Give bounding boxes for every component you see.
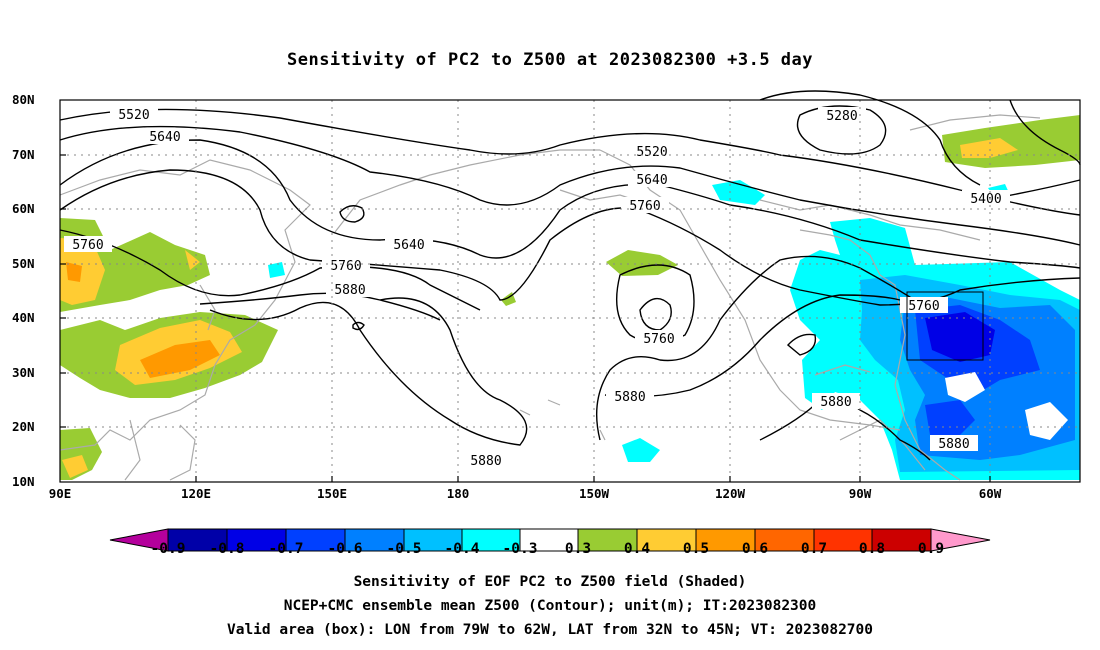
contour-label: 5760 [629, 199, 660, 214]
lon-label: 150E [316, 486, 348, 501]
contour-label: 5760 [643, 332, 674, 347]
caption-line-2: NCEP+CMC ensemble mean Z500 (Contour); u… [283, 598, 817, 614]
contour-label: 5880 [938, 437, 969, 452]
contour-labels: 5520 5640 5520 5640 5760 5640 5760 5880 … [64, 106, 1010, 469]
lat-label: 10N [12, 474, 35, 489]
lat-label: 70N [12, 147, 35, 162]
contour-label: 5400 [970, 192, 1001, 207]
colorbar [109, 528, 991, 552]
colorbar-label: -0.8 [209, 541, 245, 557]
colorbar-label: 0.4 [623, 541, 651, 557]
contour-label: 5760 [72, 238, 103, 253]
contour-label: 5640 [149, 130, 180, 145]
colorbar-label: 0.9 [917, 541, 945, 557]
colorbar-label: 0.7 [800, 541, 828, 557]
lon-label: 120E [180, 486, 212, 501]
colorbar-right-arrow [930, 528, 991, 552]
contour-label: 5880 [614, 390, 645, 405]
colorbar-label: -0.7 [268, 541, 304, 557]
lon-label: 180 [446, 486, 470, 501]
map-frame [59, 99, 1081, 483]
contour-label: 5880 [470, 454, 501, 469]
colorbar-label: -0.6 [327, 541, 363, 557]
lat-label: 40N [12, 310, 35, 325]
contour-label: 5640 [636, 173, 667, 188]
lat-label: 60N [12, 201, 35, 216]
caption-line-1: Sensitivity of EOF PC2 to Z500 field (Sh… [353, 574, 747, 590]
lat-label: 50N [12, 256, 35, 271]
colorbar-label: 0.5 [682, 541, 710, 557]
colorbar-label: -0.3 [502, 541, 538, 557]
caption-line-3: Valid area (box): LON from 79W to 62W, L… [226, 622, 873, 638]
lon-label: 90W [848, 486, 872, 501]
lat-label: 30N [12, 365, 35, 380]
contour-label: 5760 [330, 259, 361, 274]
lon-label: 150W [578, 486, 610, 501]
lon-label: 120W [714, 486, 746, 501]
gridlines [60, 100, 1080, 482]
contour-label: 5520 [636, 145, 667, 160]
colorbar-label: -0.9 [150, 541, 186, 557]
contour-label: 5520 [118, 108, 149, 123]
valid-area-box [906, 291, 984, 361]
contour-label: 5640 [393, 238, 424, 253]
colorbar-label: -0.5 [386, 541, 422, 557]
colorbar-label: 0.6 [741, 541, 769, 557]
z500-contours [59, 90, 1081, 461]
lat-label: 80N [12, 92, 35, 107]
colorbar-label: 0.8 [858, 541, 886, 557]
contour-label: 5760 [908, 299, 939, 314]
contour-label: 5880 [334, 283, 365, 298]
lon-label: 90E [48, 486, 72, 501]
lat-label: 20N [12, 419, 35, 434]
contour-label: 5280 [826, 109, 857, 124]
lon-label: 60W [978, 486, 1002, 501]
chart-title: Sensitivity of PC2 to Z500 at 2023082300… [286, 50, 813, 70]
contour-label: 5880 [820, 395, 851, 410]
colorbar-label: -0.4 [444, 541, 480, 557]
colorbar-label: 0.3 [564, 541, 592, 557]
